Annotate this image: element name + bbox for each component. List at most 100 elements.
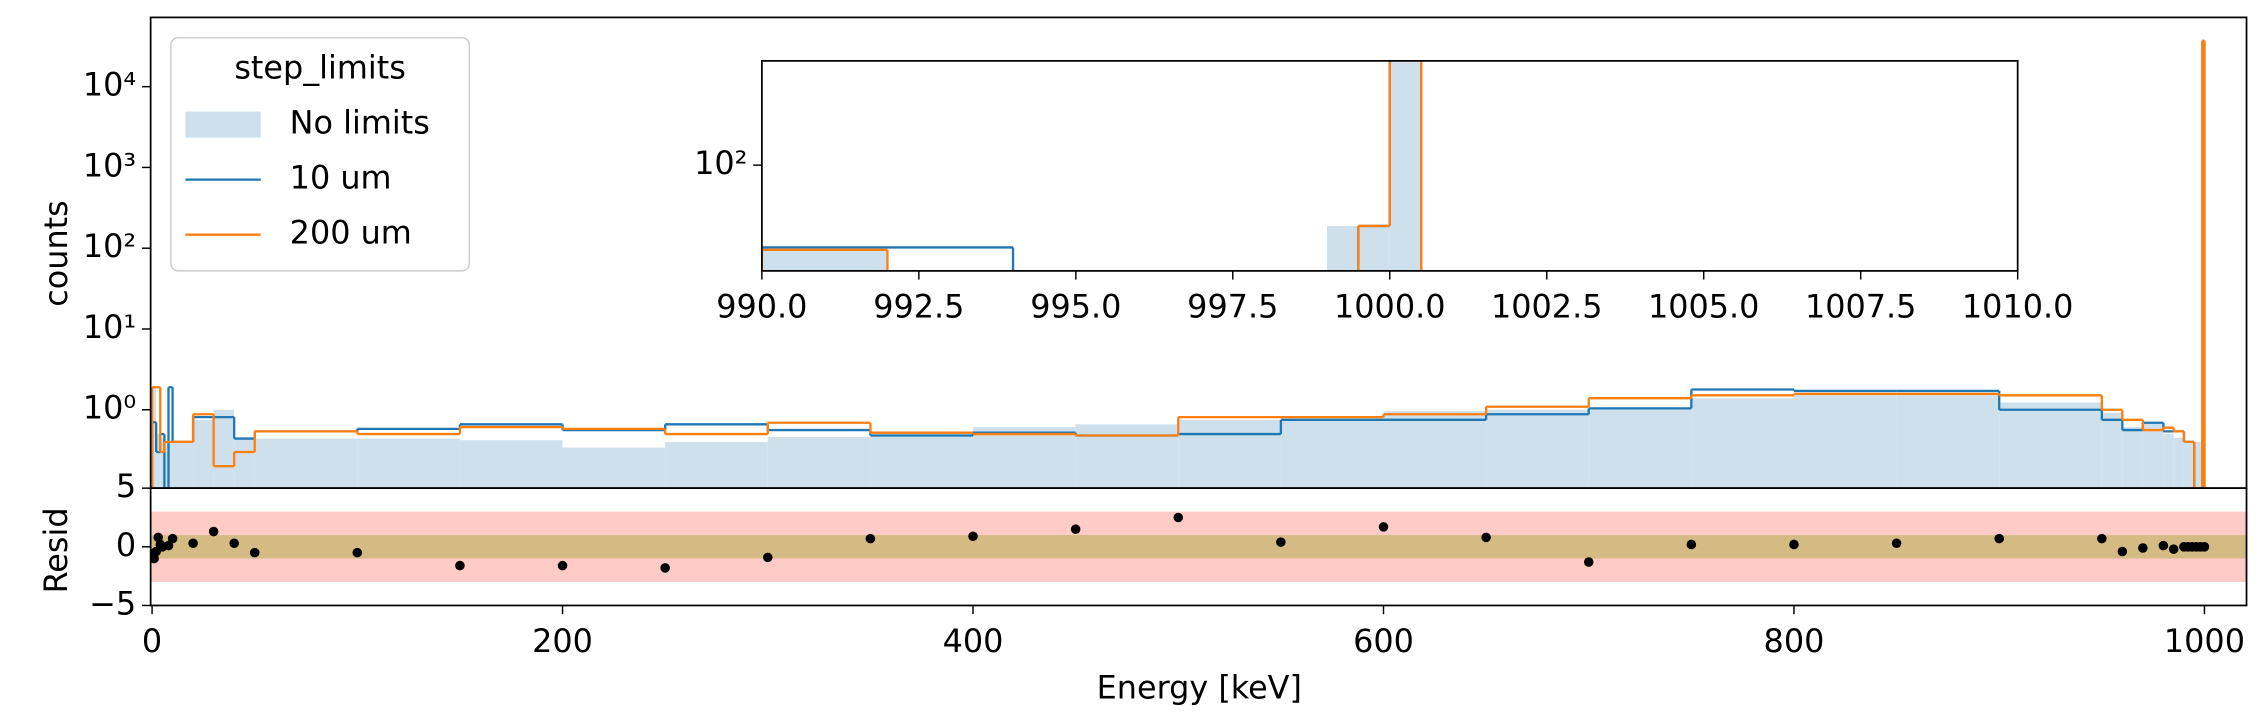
residual-point [557,560,568,571]
legend-title: step_limits [234,49,406,87]
histogram-bar [2122,427,2143,489]
y-tick-label: 10² [694,144,747,182]
histogram-bar [2194,441,2203,489]
y-tick-label: 10³ [83,146,136,184]
histogram-bar [1178,419,1281,489]
histogram-bar [1793,395,1897,489]
plot-area [150,39,2206,489]
histogram-bar [665,441,768,489]
histogram-bar [2163,434,2174,489]
x-tick-label: 400 [943,622,1004,660]
residual-point [865,533,876,544]
residual-point [1789,539,1799,550]
histogram-bar [562,447,666,489]
histogram-bar [164,441,169,489]
histogram-bar [1383,411,1487,489]
residual-point [352,547,363,558]
histogram-bar [1896,395,2000,489]
y-tick-label: 5 [116,467,136,505]
histogram-bar [168,441,173,489]
histogram-bar [1326,225,1359,271]
histogram-bar [973,427,1076,489]
histogram-bar [152,387,157,489]
y-tick-label: 0 [116,526,136,564]
y-axis-label: Resid [37,507,75,593]
residual-point [968,531,978,542]
residual-point [167,533,178,544]
histogram-bar [213,409,235,489]
histogram-bar [767,436,871,489]
histogram-bar [1588,408,1692,489]
residual-point [1070,524,1081,534]
residual-point [2097,533,2107,544]
x-tick-label: 1005.0 [1648,288,1759,326]
legend-box [170,36,471,272]
y-axis-label: counts [37,200,75,306]
x-tick-label: 990.0 [716,288,807,326]
x-tick-label: 200 [532,622,593,660]
histogram-bar [2101,412,2123,489]
histogram-bar [2142,422,2164,489]
histogram-bar [1358,225,1390,271]
residual-point [2117,546,2128,557]
histogram-bar [1691,398,1794,489]
x-tick-label: 992.5 [873,288,964,326]
histogram-bar [2183,441,2195,489]
residual-point [660,563,670,573]
histogram-bar [2173,437,2184,489]
histogram-bar [1389,60,1422,271]
legend-swatch [185,111,261,138]
residual-point [188,538,198,549]
y-tick-label: 10⁴ [83,66,136,104]
residual-point [229,538,239,549]
x-tick-label: 800 [1764,622,1825,660]
x-axis-label: Energy [keV] [1097,668,1302,706]
histogram-bar [160,437,165,489]
histogram-bar [1075,424,1179,489]
x-tick-label: 1002.5 [1491,288,1602,326]
residual-point [2168,544,2179,554]
axes-frame [761,59,2019,272]
residual-point [2158,540,2169,551]
residual-point [2138,543,2148,553]
residual-point [249,547,260,558]
histogram-bar [357,438,460,489]
residual-point [1173,512,1184,523]
residual-point [763,552,773,563]
residual-point [455,560,465,571]
x-tick-label: 1000.0 [1334,288,1445,326]
y-tick-label: 10² [83,227,136,265]
histogram-bar [1280,419,1384,489]
legend-label: 200 um [290,214,412,252]
residual-point [1481,532,1491,543]
histogram-bar [254,438,358,489]
residual-point [1378,522,1389,532]
x-tick-label: 600 [1353,622,1414,660]
residual-point [1891,538,1902,549]
y-tick-label: −5 [89,584,136,622]
x-tick-label: 1007.5 [1805,288,1916,326]
legend-label: 10 um [290,159,392,197]
x-tick-label: 997.5 [1187,288,1278,326]
y-tick-label: 10¹ [83,308,136,346]
plot-area [761,60,1423,271]
residual-point [1994,533,2004,544]
legend-label: No limits [290,104,430,142]
plot-area [150,511,2247,583]
histogram-bar [1486,409,1589,489]
residual-point [208,526,219,537]
histogram-bar [1999,402,2102,489]
histogram-bar [761,249,888,271]
histogram-bar [193,419,214,489]
residual-point [1686,539,1697,550]
histogram-bar [156,434,161,489]
y-tick-label: 10⁰ [83,389,136,427]
residual-band [150,535,2247,559]
x-tick-label: 1010.0 [1962,288,2073,326]
histogram-bar [459,440,563,489]
residual-point [2199,542,2210,552]
residual-point [1583,557,1594,567]
histogram-bar [870,434,974,489]
residual-point [163,540,174,551]
